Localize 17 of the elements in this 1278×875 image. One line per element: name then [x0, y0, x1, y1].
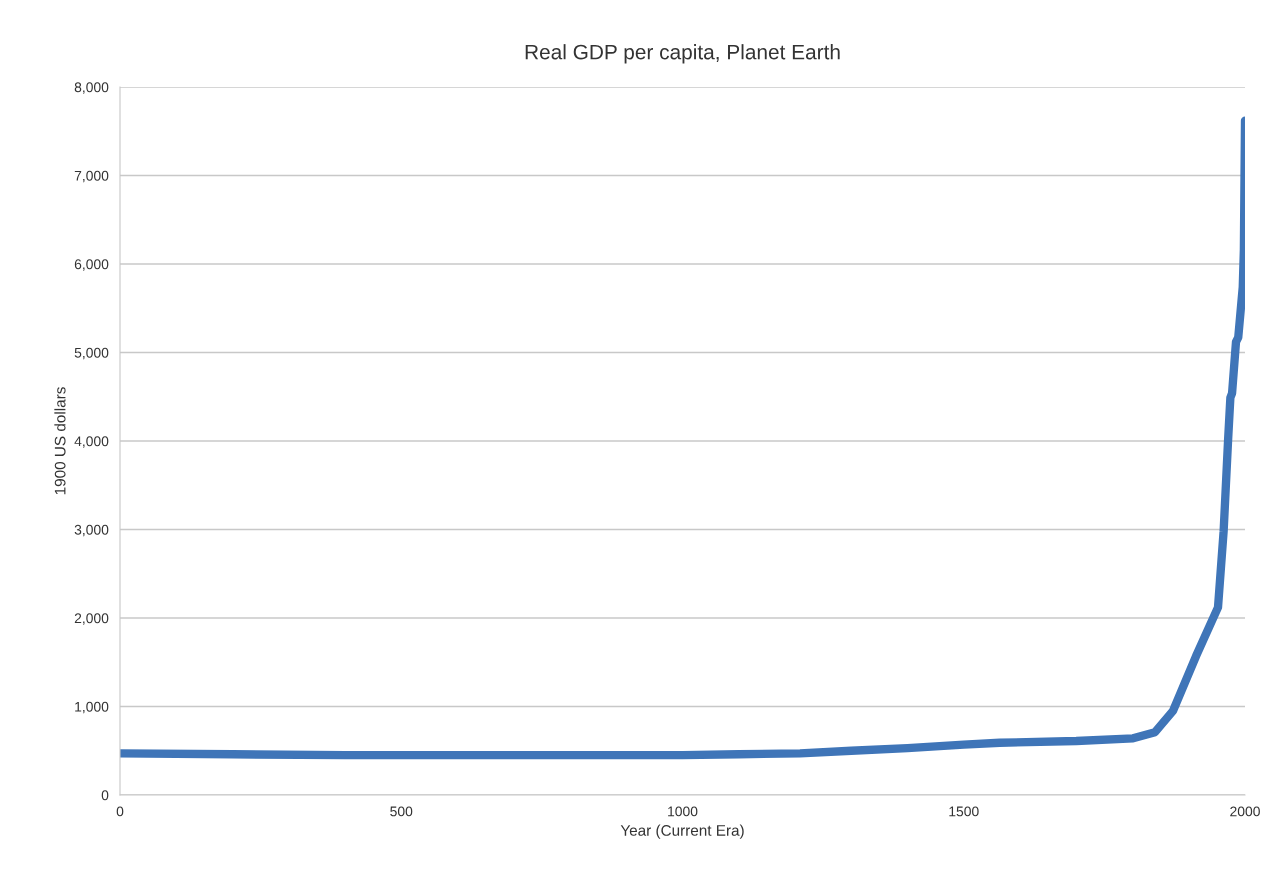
- y-tick-label: 2,000: [74, 613, 109, 625]
- y-tick-label: 3,000: [74, 524, 109, 537]
- x-tick-label: 500: [390, 806, 413, 817]
- y-axis-title: 1900 US dollars: [54, 387, 66, 495]
- x-axis-title: Year (Current Era): [620, 824, 744, 839]
- y-tick-label: 7,000: [74, 170, 109, 183]
- x-tick-label: 2000: [1230, 806, 1260, 817]
- y-tick-label: 1,000: [75, 701, 109, 714]
- y-tick-label: 4,000: [74, 436, 109, 448]
- y-tick-label: 0: [101, 790, 109, 801]
- y-tick-label: 8,000: [74, 82, 109, 94]
- y-tick-label: 6,000: [74, 259, 109, 271]
- x-tick-label: 0: [116, 806, 124, 817]
- x-tick-label: 1000: [668, 806, 698, 817]
- x-tick-label: 1500: [949, 806, 979, 817]
- y-tick-label: 5,000: [74, 347, 109, 360]
- chart-title: Real GDP per capita, Planet Earth: [525, 44, 840, 64]
